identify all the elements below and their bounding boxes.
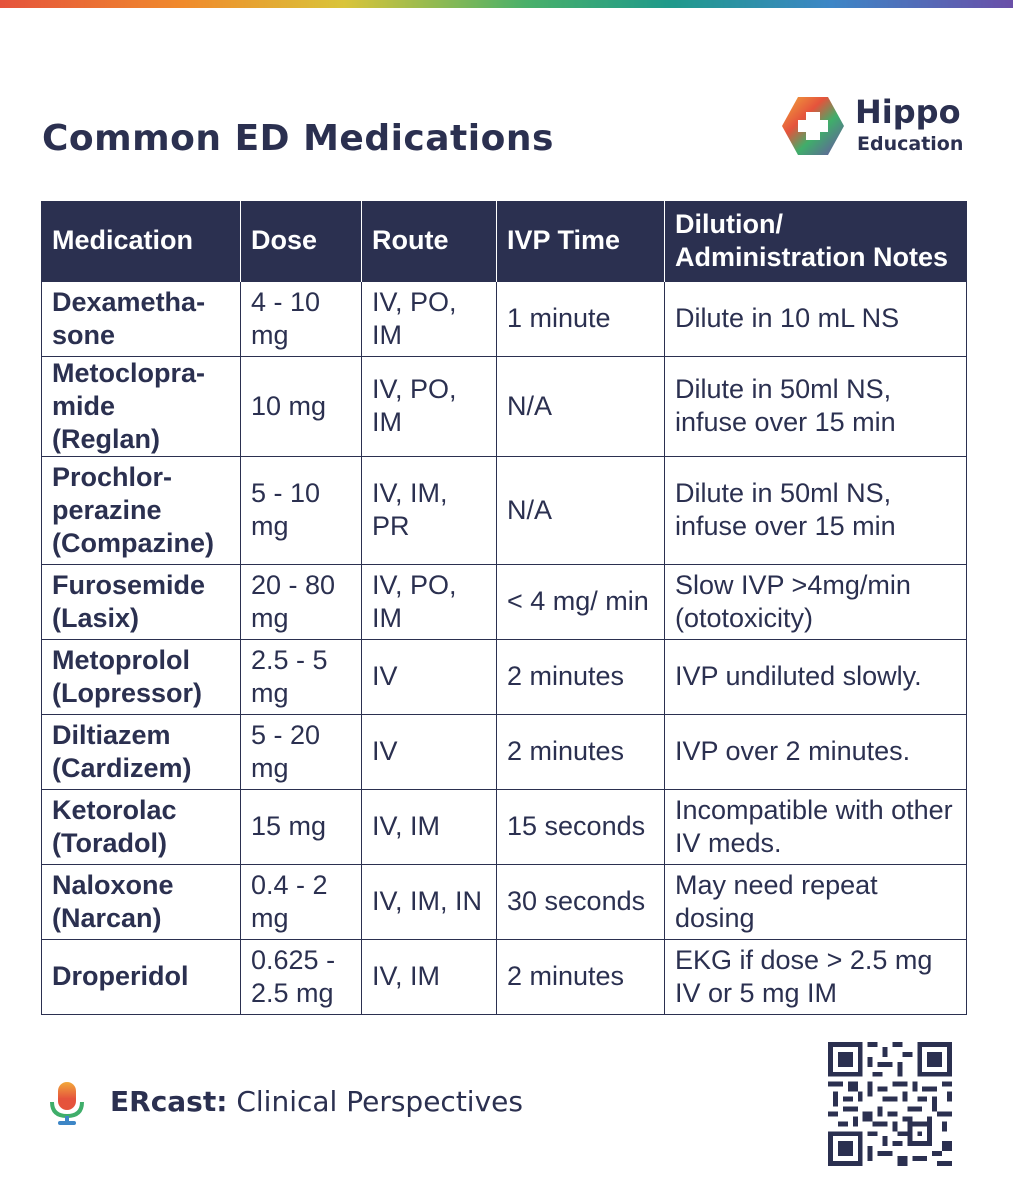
cell-dose: 15 mg <box>240 788 362 865</box>
cell-notes: Dilute in 50ml NS, infuse over 15 min <box>664 355 967 457</box>
table-row: Prochlor-perazine (Compazine) 5 - 10 mg … <box>41 455 967 565</box>
table-row: Ketorolac (Toradol) 15 mg IV, IM 15 seco… <box>41 788 967 865</box>
cell-ivp-time: 1 minute <box>496 280 665 357</box>
cell-route: IV, IM <box>361 788 497 865</box>
cell-medication: Diltiazem (Cardizem) <box>41 713 241 790</box>
cell-medication: Metoclopra-mide (Reglan) <box>41 355 241 457</box>
cell-ivp-time: 2 minutes <box>496 713 665 790</box>
cell-medication: Naloxone (Narcan) <box>41 863 241 940</box>
cell-medication: Droperidol <box>41 938 241 1015</box>
cell-medication: Dexametha-sone <box>41 280 241 357</box>
cell-notes: Incompatible with other IV meds. <box>664 788 967 865</box>
cell-route: IV, IM, IN <box>361 863 497 940</box>
table-row: Droperidol 0.625 - 2.5 mg IV, IM 2 minut… <box>41 938 967 1015</box>
cell-notes: May need repeat dosing <box>664 863 967 940</box>
table-row: Furosemide (Lasix) 20 - 80 mg IV, PO, IM… <box>41 563 967 640</box>
cell-notes: IVP over 2 minutes. <box>664 713 967 790</box>
cell-notes: Slow IVP >4mg/min (ototoxicity) <box>664 563 967 640</box>
table-row: Metoclopra-mide (Reglan) 10 mg IV, PO, I… <box>41 355 967 457</box>
table-row: Metoprolol (Lopressor) 2.5 - 5 mg IV 2 m… <box>41 638 967 715</box>
cell-medication: Ketorolac (Toradol) <box>41 788 241 865</box>
cell-dose: 5 - 20 mg <box>240 713 362 790</box>
podcast-brand-name: ERcast: <box>110 1085 228 1118</box>
cell-ivp-time: 2 minutes <box>496 638 665 715</box>
podcast-tagline: Clinical Perspectives <box>236 1085 523 1118</box>
cell-route: IV, PO, IM <box>361 563 497 640</box>
hippo-education-logo[interactable]: Hippo Education <box>780 93 970 157</box>
cell-route: IV <box>361 638 497 715</box>
logo-wordmark-hippo: Hippo <box>855 93 961 131</box>
rainbow-accent-bar <box>0 0 1013 8</box>
cell-ivp-time: 30 seconds <box>496 863 665 940</box>
table-row: Naloxone (Narcan) 0.4 - 2 mg IV, IM, IN … <box>41 863 967 940</box>
cell-dose: 4 - 10 mg <box>240 280 362 357</box>
cell-dose: 10 mg <box>240 355 362 457</box>
cell-dose: 0.625 - 2.5 mg <box>240 938 362 1015</box>
column-header-notes: Dilution/ Administration Notes <box>664 201 967 281</box>
cell-notes: Dilute in 10 mL NS <box>664 280 967 357</box>
table-row: Dexametha-sone 4 - 10 mg IV, PO, IM 1 mi… <box>41 280 967 357</box>
cell-route: IV, PO, IM <box>361 280 497 357</box>
cell-dose: 20 - 80 mg <box>240 563 362 640</box>
cell-notes: EKG if dose > 2.5 mg IV or 5 mg IM <box>664 938 967 1015</box>
cell-ivp-time: N/A <box>496 355 665 457</box>
podcast-branding: ERcast: Clinical Perspectives <box>110 1085 523 1118</box>
cell-ivp-time: 15 seconds <box>496 788 665 865</box>
logo-wordmark-education: Education <box>857 133 964 155</box>
cell-medication: Prochlor-perazine (Compazine) <box>41 455 241 565</box>
column-header-route: Route <box>361 201 497 281</box>
table-header-row: Medication Dose Route IVP Time Dilution/… <box>41 201 967 281</box>
cell-ivp-time: N/A <box>496 455 665 565</box>
cell-ivp-time: 2 minutes <box>496 938 665 1015</box>
column-header-medication: Medication <box>41 201 241 281</box>
cell-route: IV <box>361 713 497 790</box>
cell-ivp-time: < 4 mg/ min <box>496 563 665 640</box>
cell-dose: 0.4 - 2 mg <box>240 863 362 940</box>
cell-route: IV, IM <box>361 938 497 1015</box>
cell-notes: IVP undiluted slowly. <box>664 638 967 715</box>
cell-route: IV, IM, PR <box>361 455 497 565</box>
table-row: Diltiazem (Cardizem) 5 - 20 mg IV 2 minu… <box>41 713 967 790</box>
cell-dose: 2.5 - 5 mg <box>240 638 362 715</box>
cell-route: IV, PO, IM <box>361 355 497 457</box>
medications-table: Medication Dose Route IVP Time Dilution/… <box>41 201 967 1015</box>
cell-notes: Dilute in 50ml NS, infuse over 15 min <box>664 455 967 565</box>
plus-cross-hexagon-icon <box>782 97 844 155</box>
qr-code-icon[interactable] <box>828 1042 952 1166</box>
microphone-icon <box>50 1082 84 1125</box>
cell-medication: Metoprolol (Lopressor) <box>41 638 241 715</box>
cell-medication: Furosemide (Lasix) <box>41 563 241 640</box>
column-header-ivp-time: IVP Time <box>496 201 665 281</box>
cell-dose: 5 - 10 mg <box>240 455 362 565</box>
page-title: Common ED Medications <box>42 118 554 159</box>
column-header-dose: Dose <box>240 201 362 281</box>
